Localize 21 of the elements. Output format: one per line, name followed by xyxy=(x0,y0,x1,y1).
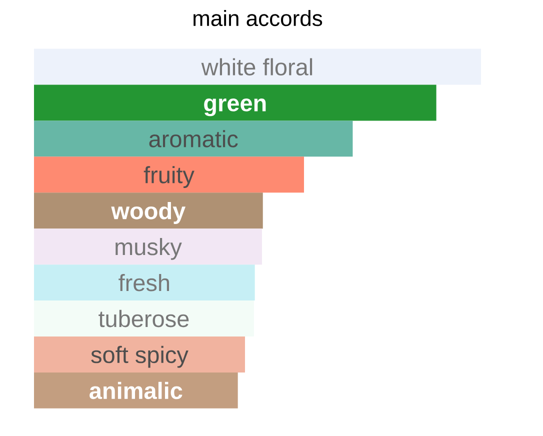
bar xyxy=(34,300,254,336)
bar xyxy=(34,264,255,301)
bar xyxy=(34,336,245,372)
y-tick-label: woody xyxy=(111,202,186,224)
bar xyxy=(34,156,304,193)
y-tick-label: fresh xyxy=(118,274,170,292)
bar xyxy=(34,192,263,229)
chart-title: main accords xyxy=(194,10,322,26)
y-tick-label: soft spicy xyxy=(91,346,188,368)
y-tick-label: aromatic xyxy=(149,130,238,148)
y-tick-label: animalic xyxy=(90,382,182,400)
y-tick-label: white floral xyxy=(201,58,312,76)
y-tick-label: musky xyxy=(116,238,182,260)
bar xyxy=(34,372,238,408)
y-tick-label: green xyxy=(204,98,266,116)
bar xyxy=(34,120,353,157)
y-tick-label: tuberose xyxy=(98,310,189,328)
bar xyxy=(34,48,482,85)
bar xyxy=(34,84,436,121)
bar xyxy=(34,228,262,265)
y-tick-label: fruity xyxy=(144,166,194,188)
